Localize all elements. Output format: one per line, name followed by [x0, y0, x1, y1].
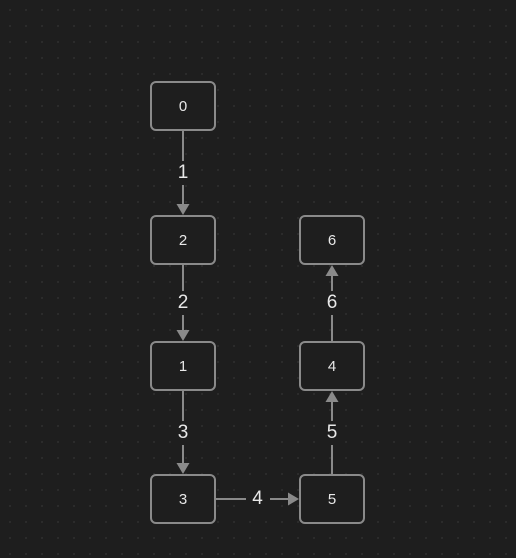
edge-label-0-2: 1	[171, 161, 195, 185]
node-3[interactable]: 3	[150, 474, 216, 524]
edge-arrowhead-1	[176, 330, 190, 341]
edge-arrowhead-4	[325, 391, 339, 402]
edge-label-2-1: 2	[171, 291, 195, 315]
edge-label-4-6: 6	[320, 291, 344, 315]
node-1[interactable]: 1	[150, 341, 216, 391]
node-4[interactable]: 4	[299, 341, 365, 391]
edge-label-3-5: 4	[245, 487, 270, 511]
node-5[interactable]: 5	[299, 474, 365, 524]
edge-label-5-4: 5	[320, 420, 344, 445]
edge-arrowhead-2	[176, 463, 190, 474]
node-0[interactable]: 0	[150, 81, 216, 131]
edge-arrowhead-0	[176, 204, 190, 215]
node-2[interactable]: 2	[150, 215, 216, 265]
node-6[interactable]: 6	[299, 215, 365, 265]
edge-arrowhead-5	[325, 265, 339, 276]
edge-arrowhead-3	[288, 492, 299, 506]
edge-label-1-3: 3	[171, 420, 195, 445]
